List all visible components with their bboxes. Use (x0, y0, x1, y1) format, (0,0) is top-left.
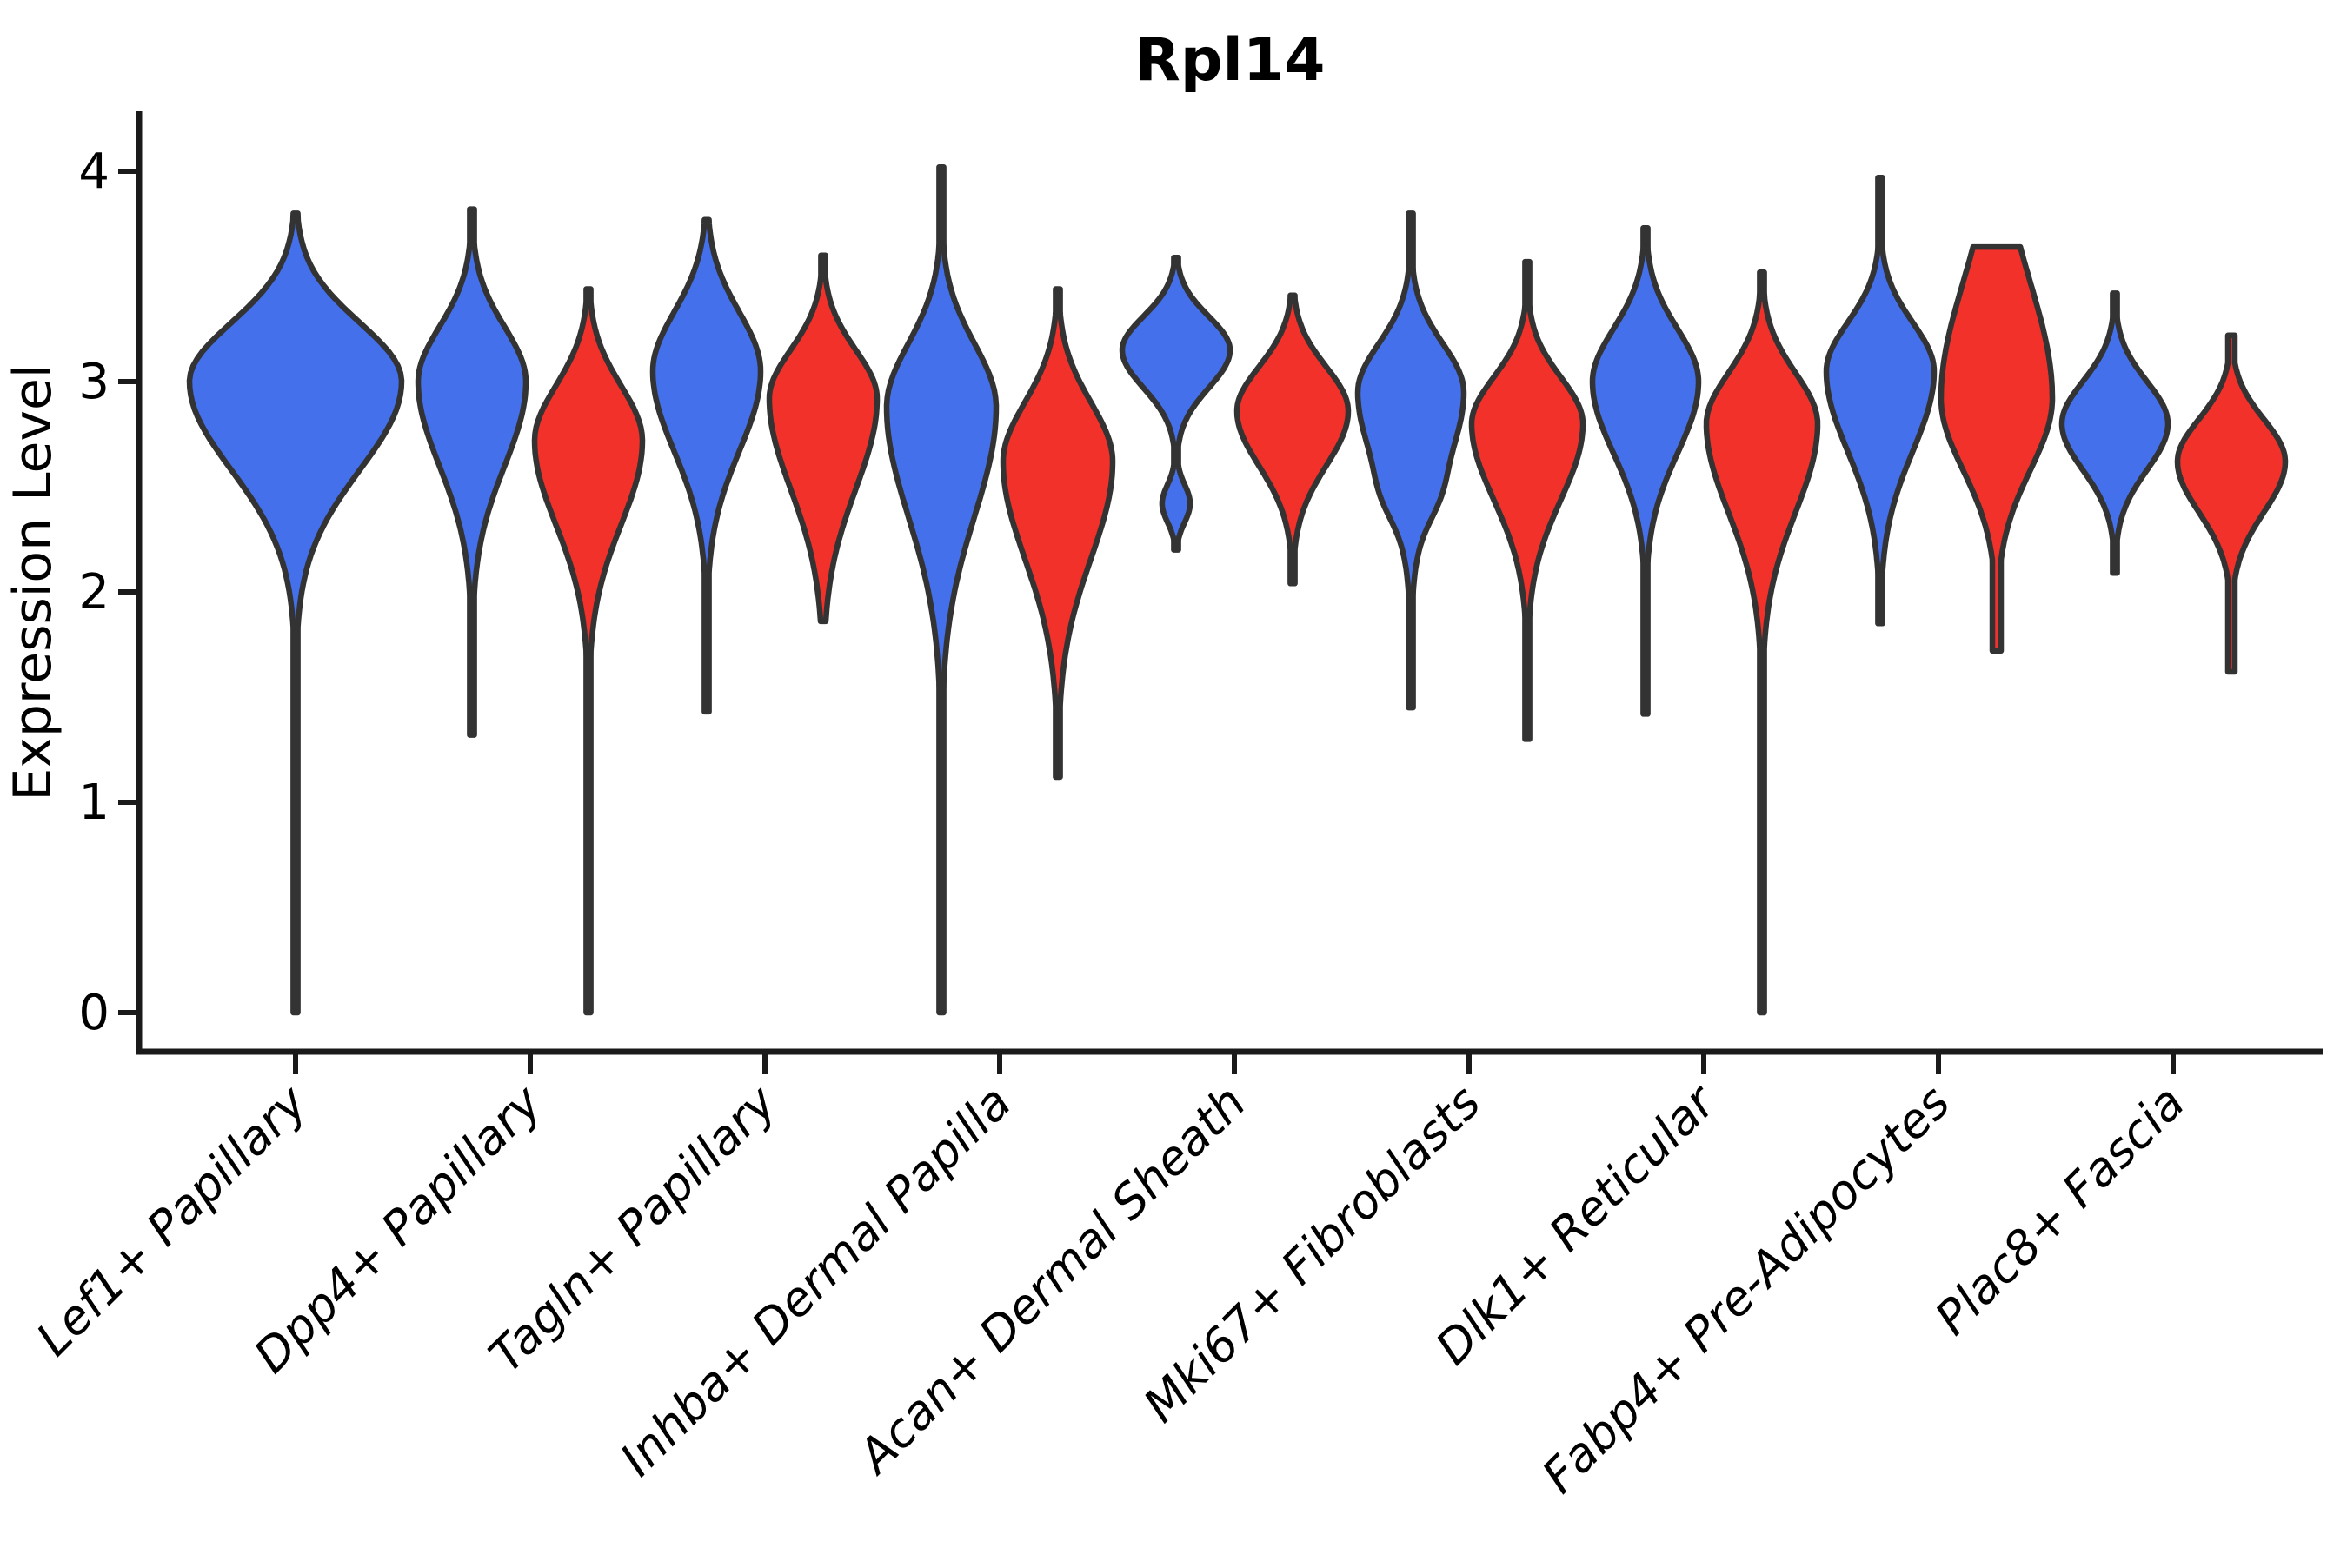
violin-dlk1-reticular-red (1703, 269, 1821, 1016)
y-tick-label-2: 2 (78, 564, 110, 621)
violin-inhba-dermal-papilla-blue (883, 163, 1000, 1016)
violin-plac8-fascia-blue (2058, 290, 2171, 576)
violin-tagln-papillary-blue (649, 216, 764, 715)
y-tick-label-4: 4 (78, 143, 110, 200)
x-tick-label-inhba-dermal-papilla: Inhba+ Dermal Papilla (609, 1075, 1021, 1487)
violin-fabp4-pre-adipocytes-red (1938, 243, 2056, 654)
y-tick-label-3: 3 (78, 354, 110, 410)
violin-fabp4-pre-adipocytes-blue (1823, 175, 1938, 627)
violin-mki67-fibroblasts-blue (1354, 210, 1467, 711)
violin-dpp4-papillary-blue (415, 206, 529, 738)
violin-tagln-papillary-red (766, 252, 881, 625)
x-tick-label-plac8-fascia: Plac8+ Fascia (1925, 1075, 2195, 1345)
y-tick-label-1: 1 (78, 774, 110, 831)
violin-acan-dermal-sheath-red (1233, 292, 1352, 587)
violin-lef1-papillary-blue (186, 210, 405, 1016)
violin-dlk1-reticular-blue (1589, 225, 1702, 717)
violins-layer (186, 163, 2289, 1016)
violin-plac8-fascia-red (2174, 332, 2289, 675)
x-tick-label-acan-dermal-sheath: Acan+ Dermal Sheath (846, 1075, 1256, 1485)
violin-dpp4-papillary-red (531, 286, 646, 1016)
violin-inhba-dermal-papilla-red (1000, 286, 1116, 781)
y-tick-label-0: 0 (78, 985, 110, 1041)
y-axis-label: Expression Level (3, 363, 63, 801)
violin-acan-dermal-sheath-blue (1119, 254, 1233, 553)
x-tick-label-fabp4-pre-adipocytes: Fabp4+ Pre-Adipocytes (1532, 1075, 1960, 1504)
violin-mki67-fibroblasts-red (1468, 258, 1586, 742)
chart-title: Rpl14 (1135, 26, 1326, 95)
